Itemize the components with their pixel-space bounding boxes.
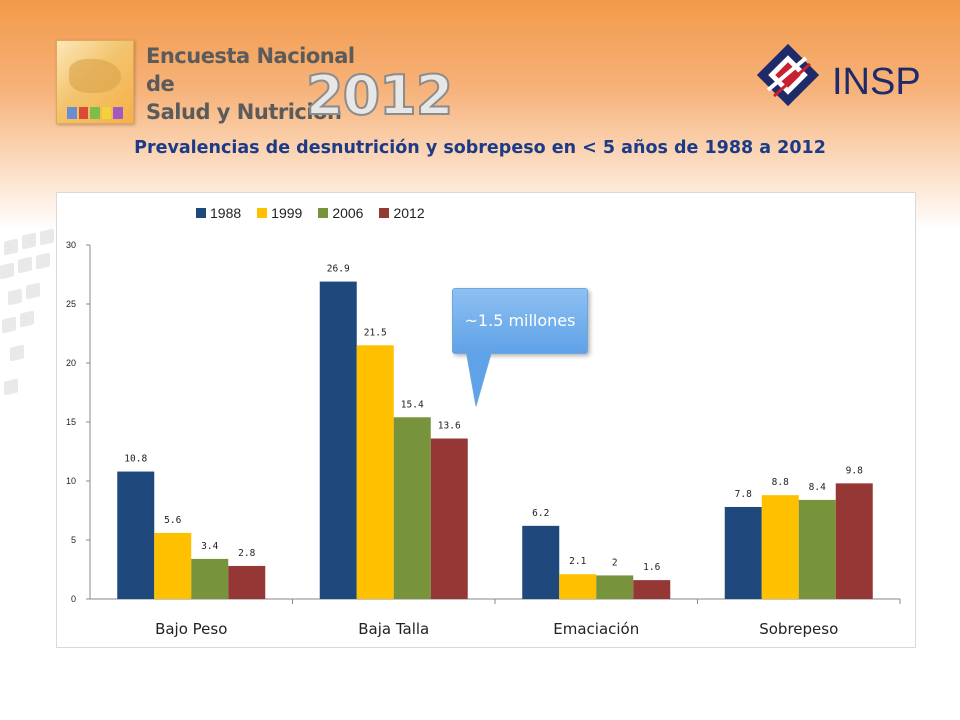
data-label: 8.4 [809, 482, 826, 493]
legend-swatch [196, 208, 206, 218]
legend-label: 2006 [332, 205, 364, 221]
y-tick-label: 10 [66, 476, 76, 486]
bar-1999 [356, 345, 394, 599]
data-label: 6.2 [532, 508, 549, 519]
survey-logo-image [56, 40, 134, 124]
data-label: 10.8 [124, 454, 147, 465]
legend-swatch [379, 208, 390, 218]
category-label: Sobrepeso [759, 620, 838, 638]
insp-wordmark: INSP [832, 61, 921, 103]
data-label: 3.4 [201, 541, 218, 552]
bar-1999 [559, 574, 597, 599]
y-tick-label: 0 [71, 594, 76, 604]
y-tick-label: 20 [66, 358, 76, 368]
mexico-map-icon [69, 59, 121, 93]
data-label: 1.6 [643, 562, 660, 573]
legend-item-1999: 1999 [257, 205, 302, 221]
category-label: Bajo Peso [155, 620, 227, 638]
callout-pointer [465, 350, 493, 407]
category-label: Baja Talla [358, 620, 429, 638]
bar-2012 [633, 580, 671, 599]
insp-logo-icon [756, 44, 820, 106]
survey-title-line2: Salud y Nutrición [146, 100, 342, 124]
bar-2006 [596, 575, 634, 599]
bar-2006 [798, 499, 836, 599]
slide-title: Prevalencias de desnutrición y sobrepeso… [134, 138, 826, 158]
legend-label: 2012 [393, 205, 425, 221]
callout-box: ~1.5 millones [452, 288, 588, 354]
legend-item-2012: 2012 [379, 205, 425, 221]
data-label: 8.8 [772, 477, 789, 488]
data-label: 9.8 [846, 465, 863, 476]
legend-item-2006: 2006 [318, 205, 363, 221]
legend-swatch [257, 208, 268, 218]
bar-2012 [430, 438, 468, 599]
bar-1988 [319, 281, 357, 599]
bar-2012 [228, 565, 266, 599]
legend-label: 1999 [271, 205, 303, 221]
bar-1988 [724, 506, 762, 599]
y-tick-label: 5 [71, 535, 76, 545]
legend-swatch [318, 208, 329, 218]
bar-1988 [522, 525, 560, 599]
bar-2006 [393, 417, 431, 599]
data-label: 15.4 [401, 399, 424, 410]
category-label: Emaciación [553, 620, 639, 638]
chart-legend: 1988 1999 2006 2012 [196, 205, 425, 221]
y-tick-label: 25 [66, 299, 76, 309]
bar-1988 [117, 471, 155, 599]
data-label: 21.5 [364, 327, 387, 338]
survey-year: 2012 [305, 64, 454, 127]
data-label: 7.8 [735, 489, 752, 500]
data-label: 5.6 [164, 515, 181, 526]
y-tick-label: 30 [66, 240, 76, 250]
data-label: 13.6 [438, 421, 461, 432]
data-label: 2.1 [569, 556, 586, 567]
bar-1999 [761, 495, 799, 599]
data-label: 2 [612, 557, 618, 568]
survey-title: Encuesta Nacional de Salud y Nutrición [146, 42, 376, 126]
data-label: 26.9 [327, 264, 350, 275]
data-label: 2.8 [238, 548, 255, 559]
legend-item-1988: 1988 [196, 205, 241, 221]
y-tick-label: 15 [66, 417, 76, 427]
bar-1999 [154, 532, 192, 599]
bar-2012 [835, 483, 873, 599]
legend-label: 1988 [210, 205, 242, 221]
bar-2006 [191, 558, 229, 599]
survey-title-line1: Encuesta Nacional de [146, 44, 355, 96]
